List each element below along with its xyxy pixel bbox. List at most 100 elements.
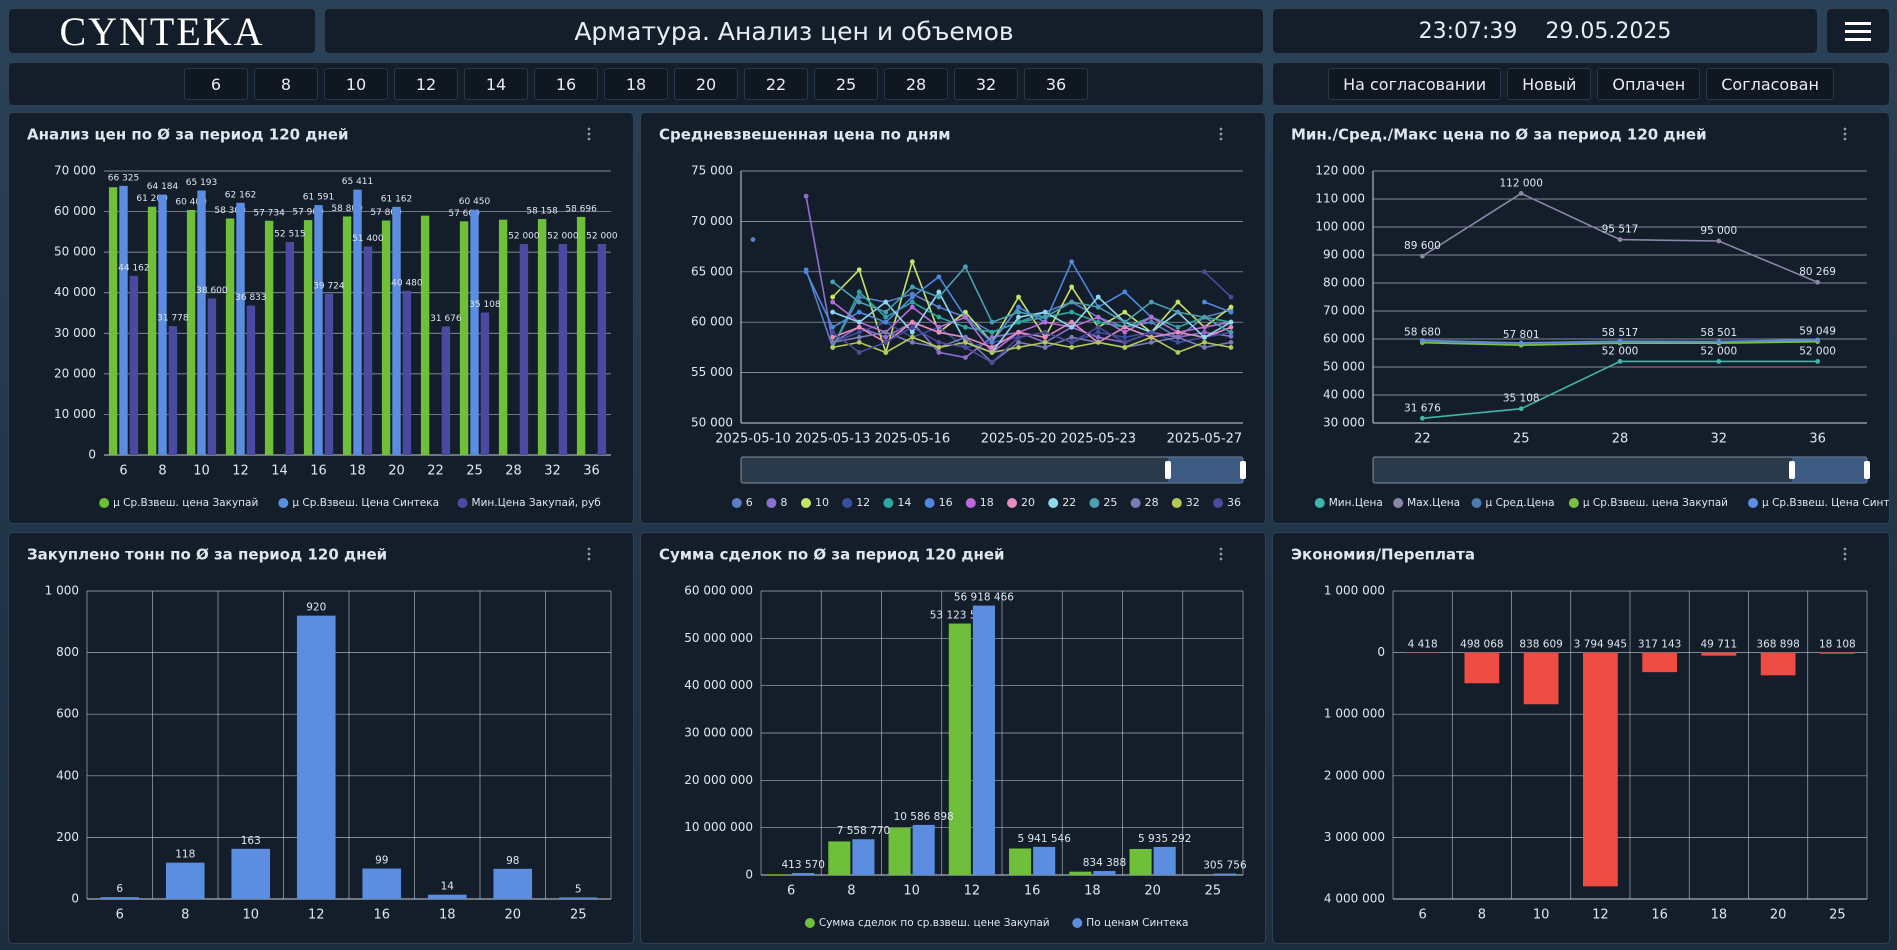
- diameter-button[interactable]: 28: [884, 68, 948, 100]
- point: [936, 324, 942, 330]
- point: [989, 334, 995, 340]
- chart-title: Сумма сделок по Ø за период 120 дней: [659, 546, 1005, 564]
- point: [1122, 309, 1128, 315]
- point: [1016, 329, 1021, 335]
- legend-label: 22: [1062, 496, 1076, 509]
- diameter-filter: 6 8 10 12 14 16 18 20 22 25 28 32 36: [8, 62, 1264, 106]
- x-tick-label: 10: [1533, 908, 1550, 923]
- bar: [768, 874, 791, 875]
- diameter-button[interactable]: 6: [184, 68, 248, 100]
- point: [989, 329, 995, 335]
- y-tick-label: 30 000: [54, 326, 96, 340]
- point: [963, 309, 968, 315]
- bar: [498, 219, 508, 455]
- diameter-button[interactable]: 12: [394, 68, 458, 100]
- menu-dot: [587, 552, 591, 556]
- diameter-button[interactable]: 22: [744, 68, 808, 100]
- x-tick-label: 12: [232, 464, 249, 479]
- data-label: 36 833: [235, 293, 267, 303]
- point: [989, 319, 995, 325]
- menu-dot: [587, 137, 591, 141]
- diameter-button[interactable]: 20: [674, 68, 738, 100]
- data-label: 52 000: [547, 232, 579, 242]
- y-tick-label: 60 000: [1323, 332, 1365, 346]
- panel: Закуплено тонн по Ø за период 120 дней 0 2…: [8, 532, 634, 944]
- status-button[interactable]: На согласовании: [1328, 68, 1502, 100]
- point: [1175, 324, 1181, 330]
- point: [1069, 345, 1075, 350]
- bar: [558, 244, 568, 455]
- point: [1716, 238, 1722, 244]
- status-button[interactable]: Согласован: [1706, 68, 1834, 100]
- legend-swatch: [804, 918, 815, 928]
- bar: [1701, 652, 1737, 656]
- data-label: 58 696: [565, 204, 597, 214]
- point: [909, 284, 915, 290]
- bar: [1523, 652, 1559, 705]
- legend-swatch: [731, 498, 742, 508]
- data-label: 118: [175, 849, 195, 861]
- diameter-button[interactable]: 25: [814, 68, 878, 100]
- point: [1122, 319, 1128, 325]
- point: [909, 324, 915, 330]
- legend-swatch: [1171, 498, 1182, 508]
- bar: [296, 615, 336, 899]
- legend-label: 12: [856, 496, 870, 509]
- series-line: [832, 259, 1232, 356]
- diameter-button[interactable]: 16: [534, 68, 598, 100]
- point: [1095, 339, 1101, 345]
- zoom-window: [1792, 457, 1867, 483]
- y-tick-label: 60 000 000: [684, 584, 753, 598]
- point: [1095, 319, 1101, 325]
- data-label: 66 325: [108, 173, 140, 183]
- point: [1042, 345, 1048, 350]
- point: [856, 339, 862, 345]
- data-label: 31 778: [157, 314, 189, 324]
- point: [963, 314, 968, 320]
- point: [1016, 334, 1021, 340]
- point: [1518, 406, 1524, 412]
- diameter-button[interactable]: 32: [954, 68, 1018, 100]
- point: [1420, 415, 1425, 421]
- x-tick-label: 2025-05-13: [795, 432, 871, 447]
- status-button[interactable]: Оплачен: [1597, 68, 1701, 100]
- point: [1095, 314, 1101, 320]
- x-tick-label: 28: [1612, 432, 1629, 447]
- diameter-button[interactable]: 8: [254, 68, 318, 100]
- point: [909, 339, 915, 345]
- menu-dot: [1219, 547, 1223, 551]
- bar: [1760, 652, 1796, 676]
- y-tick-label: 200: [56, 830, 79, 844]
- menu-button[interactable]: [1826, 8, 1890, 54]
- legend-label: 32: [1186, 496, 1200, 509]
- diameter-button[interactable]: 14: [464, 68, 528, 100]
- legend-label: 28: [1145, 496, 1159, 509]
- bar: [493, 868, 533, 899]
- point: [1122, 334, 1128, 340]
- y-tick-label: 1 000: [45, 584, 79, 598]
- point: [1420, 338, 1425, 343]
- point: [1095, 294, 1101, 300]
- data-label: 6: [116, 883, 123, 895]
- data-label: 498 068: [1460, 639, 1503, 651]
- x-tick-label: 6: [119, 464, 127, 479]
- diameter-button[interactable]: 18: [604, 68, 668, 100]
- diameter-button[interactable]: 10: [324, 68, 388, 100]
- bar: [1642, 652, 1677, 673]
- x-tick-label: 6: [1418, 908, 1426, 923]
- diameter-button[interactable]: 36: [1024, 68, 1088, 100]
- x-tick-label: 12: [1592, 908, 1609, 923]
- status-button[interactable]: Новый: [1507, 68, 1592, 100]
- point: [1175, 350, 1181, 355]
- data-label: 60 450: [459, 197, 491, 207]
- data-label: 7 558 770: [837, 825, 890, 837]
- point: [1175, 334, 1181, 340]
- point: [1069, 319, 1075, 325]
- y-tick-label: 2 000 000: [1324, 768, 1385, 782]
- point: [830, 279, 836, 285]
- y-tick-label: 90 000: [1323, 248, 1365, 262]
- menu-dot: [587, 547, 591, 551]
- datetime-box: 23:07:39 29.05.2025: [1272, 8, 1818, 54]
- point: [909, 319, 915, 325]
- bar: [100, 897, 140, 899]
